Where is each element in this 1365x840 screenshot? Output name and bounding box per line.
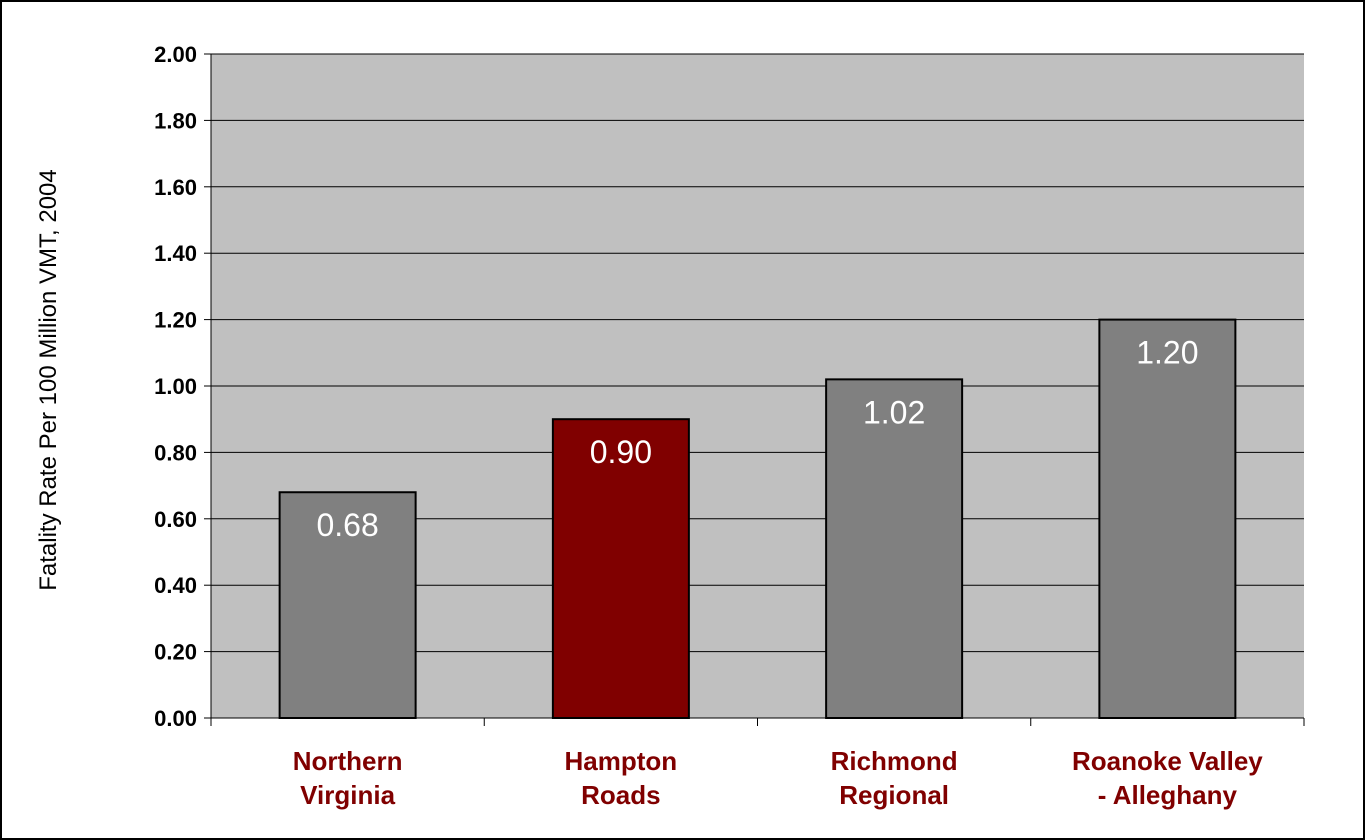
bars xyxy=(278,318,1237,719)
bar xyxy=(278,491,417,719)
y-tick-label: 0.80 xyxy=(154,440,197,465)
y-tick-label: 2.00 xyxy=(154,42,197,67)
y-tick-label: 0.40 xyxy=(154,573,197,598)
y-tick-label: 1.20 xyxy=(154,308,197,333)
value-labels: 0.68 0.90 1.02 1.20 xyxy=(316,335,1198,544)
y-axis-label: Fatality Rate Per 100 Million VMT, 2004 xyxy=(35,169,62,591)
category-label: Northern xyxy=(293,746,403,776)
category-label: - Alleghany xyxy=(1098,780,1238,810)
y-tick-labels: 0.00 0.20 0.40 0.60 0.80 1.00 1.20 1.40 1.60 1.80… xyxy=(154,42,197,731)
value-label: 1.20 xyxy=(1136,335,1198,371)
bar xyxy=(1098,318,1237,719)
value-label: 0.90 xyxy=(590,434,652,470)
y-tick-label: 0.00 xyxy=(154,706,197,731)
y-tick-label: 1.40 xyxy=(154,241,197,266)
category-label: Virginia xyxy=(300,780,395,810)
y-tick-label: 1.80 xyxy=(154,108,197,133)
category-label: Richmond xyxy=(831,746,958,776)
value-label: 1.02 xyxy=(863,394,925,430)
category-label: Hampton xyxy=(565,746,678,776)
value-label: 0.68 xyxy=(316,507,378,543)
axes xyxy=(204,53,1305,726)
y-tick-label: 1.60 xyxy=(154,175,197,200)
category-label: Roads xyxy=(581,780,660,810)
category-label: Roanoke Valley xyxy=(1072,746,1263,776)
y-tick-label: 1.00 xyxy=(154,374,197,399)
y-tick-label: 0.20 xyxy=(154,640,197,665)
category-labels: Northern Virginia Hampton Roads Richmond Regi… xyxy=(293,746,1264,810)
y-tick-label: 0.60 xyxy=(154,507,197,532)
category-label: Regional xyxy=(839,780,949,810)
bar xyxy=(551,418,690,719)
